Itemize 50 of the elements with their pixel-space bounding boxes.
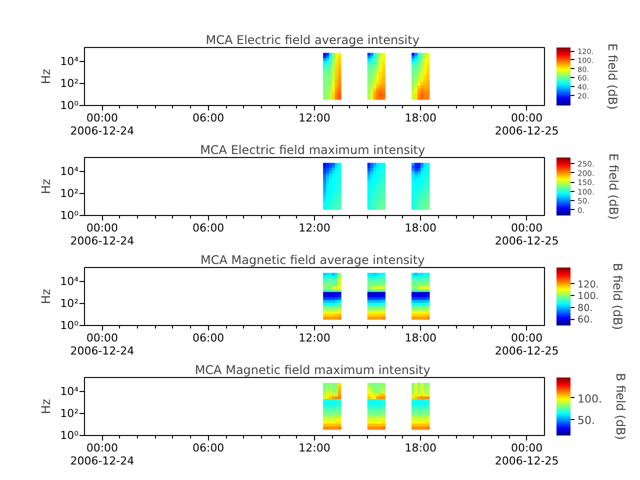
y-tick-label: 10² [60, 407, 79, 420]
x-tick-label: 12:00 [298, 222, 330, 234]
y-tick-label: 10² [60, 77, 79, 90]
x-tick-label: 12:00 [298, 112, 330, 124]
x-tick-label: 00:00 2006-12-25 [494, 112, 559, 138]
color-bar-label: 80. [578, 302, 593, 314]
x-tick-label: 18:00 [404, 332, 437, 344]
y-tick-label: 10⁰ [60, 209, 80, 222]
x-tick-label: 00:00 2006-12-25 [494, 332, 559, 358]
x-tick-label: 00:00 2006-12-24 [70, 112, 134, 138]
y-axis-title: Hz [39, 288, 54, 304]
y-tick-label: 10⁰ [60, 319, 80, 332]
x-tick-label: 06:00 [192, 442, 224, 454]
chart-title: MCA Magnetic field maximum intensity [194, 363, 430, 377]
x-tick-label: 00:00 2006-12-25 [494, 222, 559, 248]
x-tick-label: 06:00 [192, 332, 224, 344]
color-bar-title: E field (dB) [606, 43, 620, 110]
x-tick-label: 00:00 2006-12-25 [494, 442, 559, 468]
color-bar-title: B field (dB) [610, 263, 624, 330]
x-tick-label: 18:00 [404, 442, 437, 454]
y-axis-title: Hz [39, 68, 54, 84]
color-bar-label: 100. [578, 291, 599, 302]
y-tick-label: 10⁴ [60, 55, 80, 68]
y-tick-label: 10⁴ [60, 165, 80, 178]
x-tick-label: 06:00 [192, 222, 224, 234]
y-tick-label: 10² [60, 187, 79, 200]
chart-title: MCA Electric field maximum intensity [200, 143, 426, 157]
x-tick-label: 00:00 2006-12-24 [70, 222, 134, 248]
x-tick-label: 12:00 [298, 442, 330, 454]
x-tick-label: 12:00 [298, 332, 330, 344]
color-bar-label: 120. [578, 279, 599, 290]
x-tick-label: 18:00 [404, 112, 437, 124]
chart-title: MCA Electric field average intensity [206, 33, 420, 47]
x-tick-label: 00:00 2006-12-24 [70, 442, 134, 468]
y-tick-label: 10⁰ [60, 99, 80, 112]
color-bar-label: 60. [578, 314, 593, 326]
color-bar-label: 100. [578, 392, 602, 406]
y-axis-title: Hz [39, 398, 54, 414]
y-tick-label: 10⁰ [60, 429, 80, 442]
x-tick-label: 00:00 2006-12-24 [70, 332, 134, 358]
y-tick-label: 10⁴ [60, 385, 80, 398]
color-bar-label: 50. [578, 414, 595, 427]
y-tick-label: 10⁴ [60, 275, 80, 288]
color-bar-title: E field (dB) [606, 153, 620, 220]
x-tick-label: 06:00 [192, 112, 224, 124]
y-tick-label: 10² [60, 297, 79, 310]
x-tick-label: 18:00 [404, 222, 437, 234]
y-axis-title: Hz [39, 178, 54, 194]
color-bar-title: B field (dB) [614, 373, 628, 440]
chart-title: MCA Magnetic field average intensity [200, 253, 425, 267]
